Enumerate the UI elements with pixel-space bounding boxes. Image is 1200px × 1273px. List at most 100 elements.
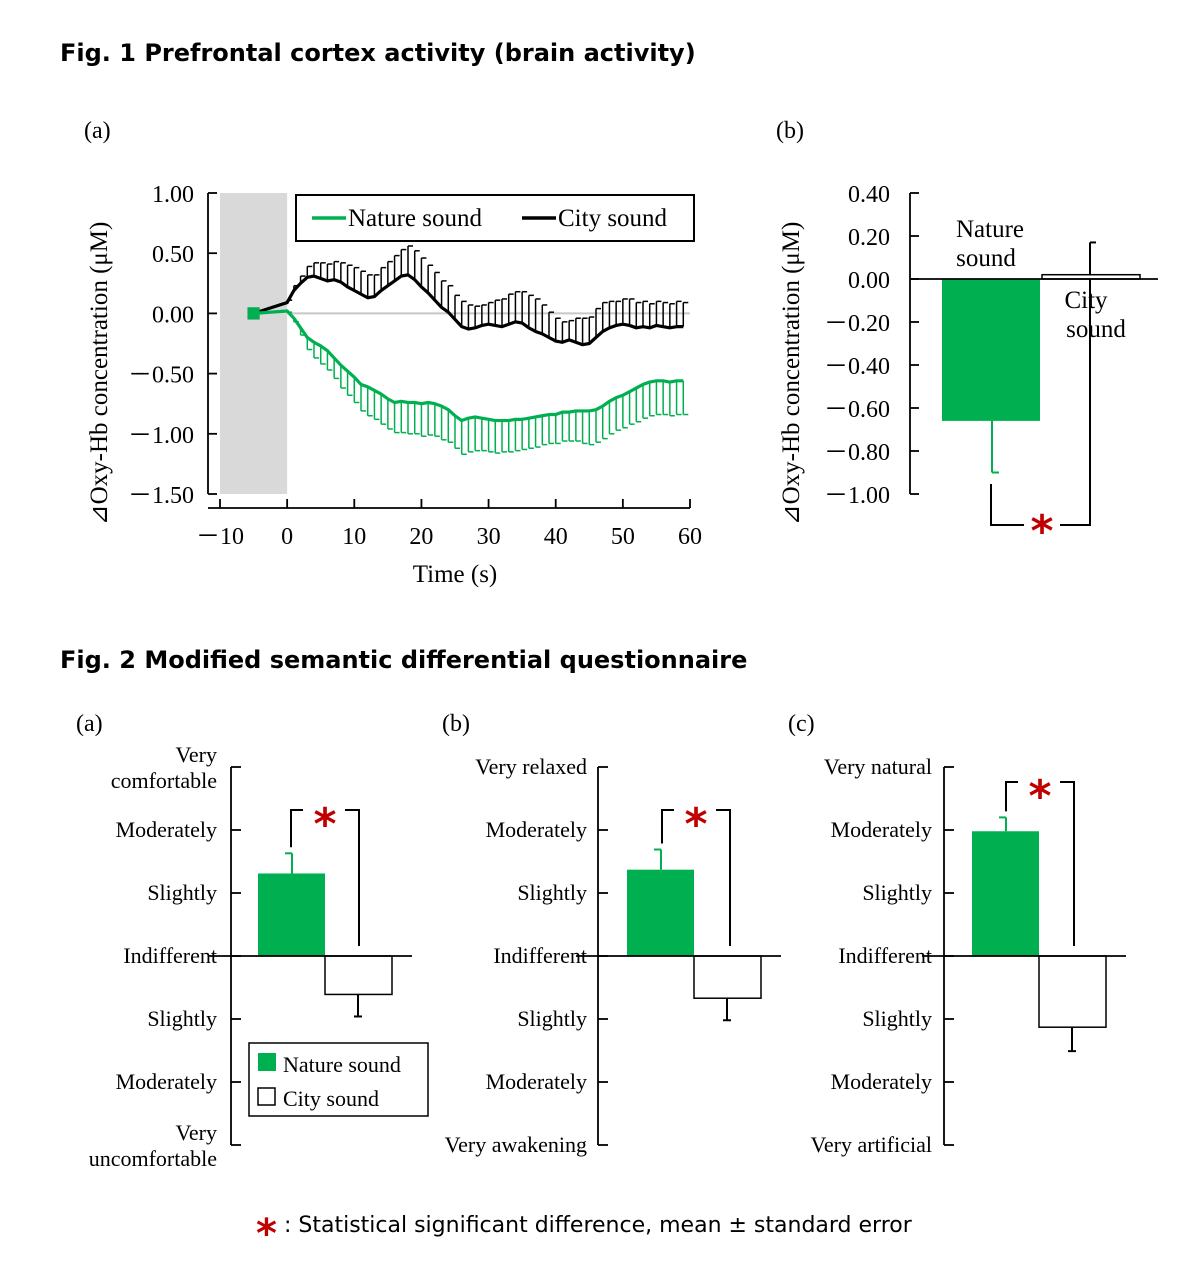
significance-star-icon: *	[1028, 771, 1051, 822]
city-bar	[693, 955, 762, 999]
scale-label: Slightly	[517, 1006, 587, 1031]
footnote-star-icon: *	[256, 1211, 277, 1257]
pre-stimulus-shade	[220, 193, 288, 494]
legend-nature-swatch	[258, 1053, 276, 1071]
significance-bracket	[990, 484, 1024, 526]
y-tick-label: －1.50	[128, 483, 194, 509]
nature-bar	[258, 873, 325, 956]
city-bar	[1038, 955, 1107, 1028]
fig1a-axes: 1.00 0.50 0.00 －0.50 －1.00 －1.50－10 0 10 20 30 40 5…	[86, 182, 702, 588]
fig2a-legend: Nature sound City sound	[248, 1042, 429, 1117]
footnote-text: : Statistical significant difference, me…	[284, 1213, 913, 1238]
significance-star-icon: *	[684, 799, 707, 850]
fig1b-panel-label: (b)	[776, 118, 804, 144]
significance-bracket	[716, 809, 731, 946]
y-tick-label: 0.20	[848, 225, 890, 251]
legend-box	[248, 1042, 429, 1117]
nature-baseline-marker	[247, 307, 260, 320]
significance-bracket	[345, 809, 360, 946]
fig2a-panel-label: (a)	[76, 711, 103, 737]
scale-label: Moderately	[831, 817, 932, 842]
significance-bracket	[661, 809, 674, 844]
significance-star-icon: *	[1030, 506, 1053, 557]
city-series-line	[253, 273, 684, 347]
scale-label: Very awakening	[445, 1132, 587, 1157]
x-tick-label: 50	[611, 524, 635, 550]
significance-star-icon: *	[313, 799, 336, 850]
legend-city-swatch	[257, 1087, 276, 1106]
fig1-title: Fig. 1 Prefrontal cortex activity (brain…	[60, 39, 696, 67]
fig1b-bar-chart: 0.40 0.20 0.00 －0.20 －0.40 －0.60 －0.80 －1.00 ⊿Ox…	[778, 182, 1158, 557]
scale-label: Moderately	[116, 1069, 217, 1094]
y-axis-title: ⊿Oxy-Hb concentration (μM)	[86, 222, 113, 526]
city-bar	[324, 955, 393, 996]
scale-label: Indifferent	[838, 943, 932, 968]
scale-label: Slightly	[147, 880, 217, 905]
fig2a-bar-chart: VerycomfortableModeratelySlightlyIndiffe…	[89, 742, 412, 1171]
scale-label: Slightly	[862, 880, 932, 905]
fig1a-legend: Nature sound City sound	[295, 194, 695, 242]
significance-bracket	[1005, 781, 1018, 812]
legend-box	[295, 194, 695, 242]
scale-label: Very natural	[824, 754, 932, 779]
scale-label: Slightly	[517, 880, 587, 905]
scale-label: Moderately	[116, 817, 217, 842]
fig2b-bar-chart: Very relaxed Moderately Slightly Indifferen…	[445, 754, 781, 1157]
nature-bar	[942, 279, 1040, 421]
y-axis-title: ⊿Oxy-Hb concentration (μM)	[778, 222, 805, 526]
scale-label: Moderately	[486, 817, 587, 842]
scale-label: Moderately	[486, 1069, 587, 1094]
significance-bracket	[1060, 781, 1075, 946]
scale-label: uncomfortable	[89, 1146, 217, 1171]
y-tick-label: －1.00	[824, 483, 890, 509]
x-tick-label: 30	[477, 524, 501, 550]
fig2c-bar-chart: Very natural Moderately Slightly Indifferen…	[810, 754, 1126, 1157]
nature-bar	[972, 831, 1039, 956]
y-tick-label: 0.00	[152, 302, 194, 328]
y-tick-label: －0.80	[824, 440, 890, 466]
fig1a-line-chart: 1.00 0.50 0.00 －0.50 －1.00 －1.50－10 0 10 20 30 40 5…	[86, 182, 702, 588]
fig1a-panel-label: (a)	[84, 118, 111, 144]
y-tick-label: －0.20	[824, 311, 890, 337]
significance-bracket	[1060, 279, 1091, 526]
fig2-title: Fig. 2 Modified semantic differential qu…	[60, 646, 747, 674]
legend-nature-label: Nature sound	[348, 205, 482, 232]
y-tick-label: 0.00	[848, 268, 890, 294]
scale-label: Very	[175, 742, 217, 767]
legend-city-label: City sound	[558, 205, 668, 232]
y-tick-label: －1.00	[128, 423, 194, 449]
fig1a-series-layer	[247, 245, 689, 456]
y-tick-label: －0.40	[824, 354, 890, 380]
scale-label: Slightly	[147, 1006, 217, 1031]
city-category-label: sound	[1066, 316, 1126, 343]
legend-nature-label: Nature sound	[283, 1052, 401, 1077]
x-tick-label: －10	[196, 524, 244, 550]
significance-bracket	[290, 809, 303, 848]
scale-label: Slightly	[862, 1006, 932, 1031]
y-tick-label: －0.50	[128, 363, 194, 389]
nature-category-label: sound	[956, 245, 1016, 272]
x-tick-label: 10	[342, 524, 366, 550]
nature-series-line	[253, 309, 684, 423]
scale-label: comfortable	[111, 768, 217, 793]
y-tick-label: 1.00	[152, 182, 194, 208]
x-tick-label: 60	[678, 524, 702, 550]
scale-label: Moderately	[831, 1069, 932, 1094]
scale-label: Indifferent	[123, 943, 217, 968]
legend-city-label: City sound	[283, 1086, 379, 1111]
scale-label: Very relaxed	[475, 754, 587, 779]
y-tick-label: －0.60	[824, 397, 890, 423]
scale-label: Very artificial	[810, 1132, 932, 1157]
nature-category-label: Nature	[956, 216, 1024, 243]
x-tick-label: 0	[281, 524, 293, 550]
y-tick-label: 0.40	[848, 182, 890, 208]
x-tick-label: 40	[544, 524, 568, 550]
fig2b-panel-label: (b)	[442, 711, 470, 737]
scale-label: Very	[175, 1120, 217, 1145]
fig2c-panel-label: (c)	[788, 711, 815, 737]
x-tick-label: 20	[409, 524, 433, 550]
nature-bar	[627, 869, 694, 956]
y-tick-label: 0.50	[152, 242, 194, 268]
scale-label: Indifferent	[493, 943, 587, 968]
